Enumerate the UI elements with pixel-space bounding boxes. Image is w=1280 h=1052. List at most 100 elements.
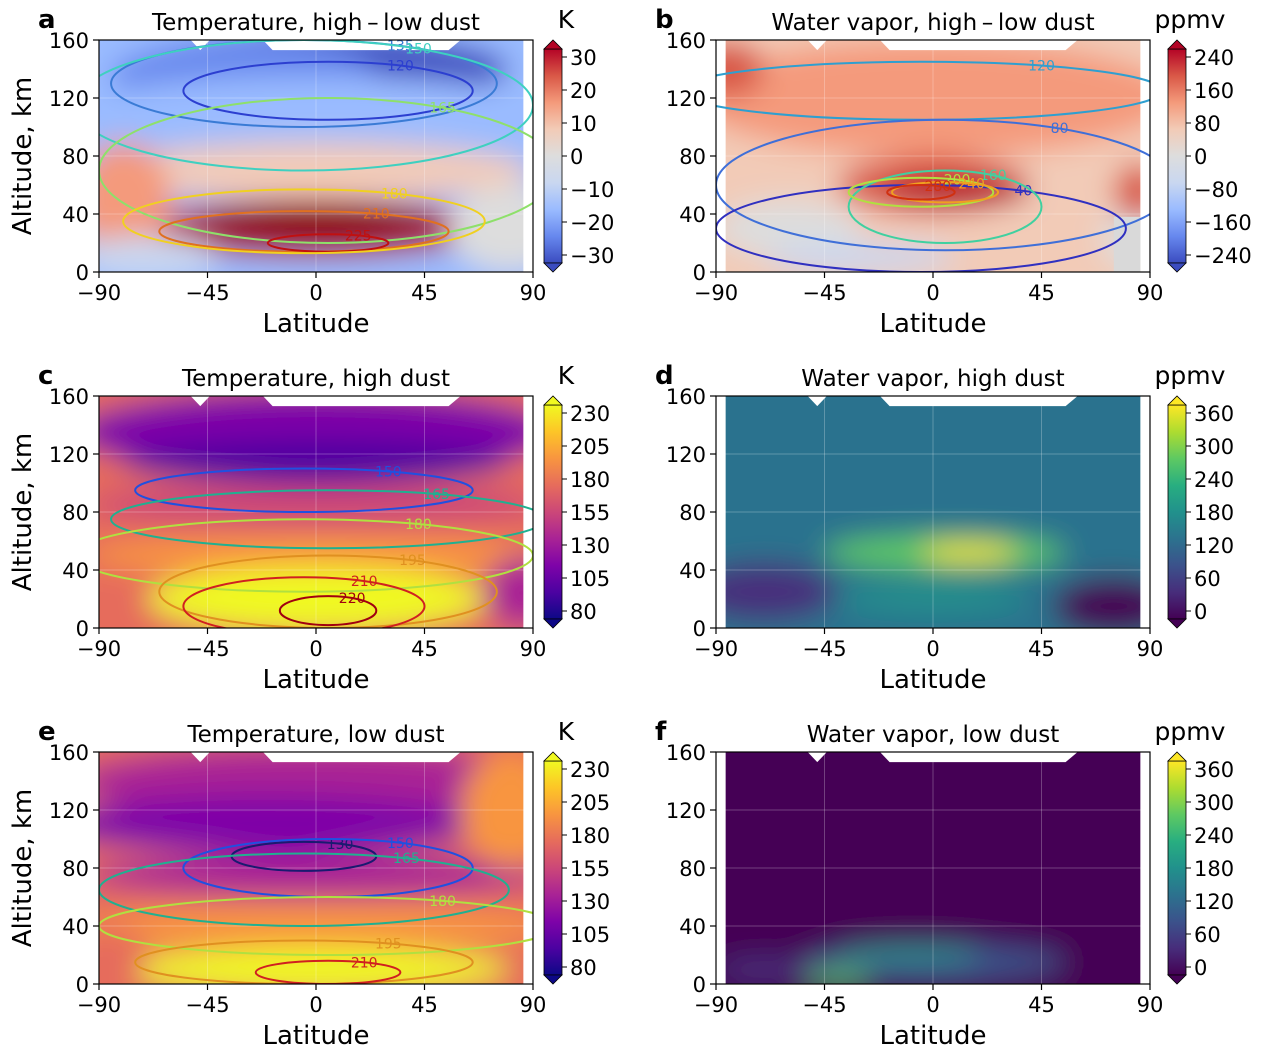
field-region — [99, 141, 172, 258]
y-tick-label: 0 — [693, 261, 706, 285]
x-axis-label: Latitude — [262, 309, 369, 339]
colorbar-tick-label: 360 — [1194, 758, 1234, 782]
panel-title: Water vapor, high dust — [801, 366, 1064, 392]
y-tick-label: 80 — [62, 857, 89, 881]
colorbar-tick-label: 160 — [1194, 79, 1234, 103]
missing-data-right — [523, 752, 533, 984]
missing-data-top — [879, 752, 1078, 763]
colorbar-tick-label: 20 — [570, 79, 597, 103]
field-f — [716, 752, 1150, 984]
panel-title: Water vapor, low dust — [807, 722, 1060, 748]
colorbar-tick-label: 180 — [570, 468, 610, 492]
contour-label: 240 — [958, 176, 985, 192]
colorbar-extend-min — [1167, 974, 1187, 985]
colorbar-tick-label: 60 — [1194, 567, 1221, 591]
panel-letter: e — [38, 717, 56, 747]
field-region — [99, 76, 533, 135]
contour-220 — [278, 595, 378, 627]
y-tick-label: 0 — [76, 261, 89, 285]
colorbar: 240 160 80 0 −80 −160 −240 ppmv — [1155, 5, 1252, 273]
colorbar-tick-label: 180 — [570, 824, 610, 848]
colorbar-tick-label: −30 — [570, 244, 614, 268]
colorbar-tick-label: 0 — [1194, 600, 1207, 624]
x-tick-label: 45 — [411, 993, 438, 1017]
field-region — [484, 555, 533, 628]
x-tick-label: 45 — [1028, 993, 1055, 1017]
missing-data-left — [716, 752, 726, 984]
colorbar-scale — [543, 48, 563, 264]
colorbar: 30 20 10 0 −10 −20 −30 K — [543, 5, 614, 273]
x-tick-label: 90 — [1137, 281, 1164, 305]
contour-240 — [891, 181, 1000, 204]
colorbar-tick-label: 60 — [1194, 923, 1221, 947]
field-region — [99, 795, 485, 854]
field-d — [716, 396, 1150, 628]
x-axis-label: Latitude — [262, 1021, 369, 1051]
x-tick-label: −45 — [802, 993, 846, 1017]
contour-label: 195 — [399, 553, 426, 569]
x-tick-label: −45 — [185, 281, 229, 305]
missing-data-left — [716, 396, 726, 628]
colorbar-extend-max — [1167, 395, 1187, 406]
x-tick-label: 45 — [1028, 281, 1055, 305]
y-tick-label: 80 — [62, 145, 89, 169]
y-tick-label: 0 — [76, 617, 89, 641]
panel-title: Temperature, high dust — [181, 366, 450, 392]
field-region — [836, 946, 982, 964]
colorbar-tick-label: 30 — [570, 46, 597, 70]
y-tick-label: 0 — [693, 973, 706, 997]
field-region — [1053, 577, 1150, 628]
colorbar-tick-label: 105 — [570, 567, 610, 591]
x-tick-label: 0 — [309, 993, 322, 1017]
colorbar-tick-label: 80 — [570, 956, 597, 980]
x-axis-label: Latitude — [262, 665, 369, 695]
colorbar-tick-label: −240 — [1194, 244, 1252, 268]
colorbar-scale — [1167, 404, 1187, 620]
y-tick-label: 160 — [666, 741, 706, 765]
contour-80 — [716, 118, 1150, 252]
colorbar-extend-min — [543, 262, 563, 273]
colorbar-tick-label: 0 — [1194, 956, 1207, 980]
colorbar-tick-label: −20 — [570, 211, 614, 235]
y-tick-label: 80 — [679, 501, 706, 525]
y-tick-label: 160 — [49, 29, 89, 53]
y-axis-label: Altitude, km — [8, 789, 38, 948]
colorbar-extend-min — [543, 974, 563, 985]
colorbar: 230 205 180 155 130 105 80 K — [543, 361, 610, 629]
x-tick-label: −45 — [802, 637, 846, 661]
colorbar-scale — [1167, 760, 1187, 976]
contour-label: 220 — [339, 591, 366, 607]
contour-lines: 135 120 150 165 210 225 180 — [99, 40, 533, 255]
x-tick-label: −90 — [77, 993, 121, 1017]
x-tick-label: 90 — [1137, 993, 1164, 1017]
contour-label: 210 — [351, 955, 378, 971]
missing-data-notch — [807, 396, 827, 407]
panel-letter: a — [38, 5, 56, 35]
missing-data-left — [716, 40, 726, 272]
field-region — [123, 947, 509, 984]
x-tick-label: 0 — [926, 281, 939, 305]
contour-label: 210 — [351, 574, 378, 590]
field-region — [716, 957, 813, 982]
contour-280 — [886, 184, 956, 201]
colorbar-unit: K — [558, 717, 575, 746]
colorbar-unit: ppmv — [1155, 717, 1226, 746]
colorbar-tick-label: 180 — [1194, 857, 1234, 881]
field-region — [716, 199, 861, 258]
y-tick-label: 40 — [62, 915, 89, 939]
y-tick-label: 40 — [679, 915, 706, 939]
colorbar-scale — [1167, 48, 1187, 264]
field-region — [716, 562, 837, 621]
contour-225 — [266, 233, 390, 253]
colorbar-tick-label: 240 — [1194, 468, 1234, 492]
contour-label: 120 — [387, 59, 414, 75]
contour-135 — [110, 40, 498, 128]
x-tick-label: 45 — [411, 281, 438, 305]
colorbar-extend-max — [543, 39, 563, 50]
y-tick-label: 120 — [49, 87, 89, 111]
x-tick-label: 0 — [926, 993, 939, 1017]
